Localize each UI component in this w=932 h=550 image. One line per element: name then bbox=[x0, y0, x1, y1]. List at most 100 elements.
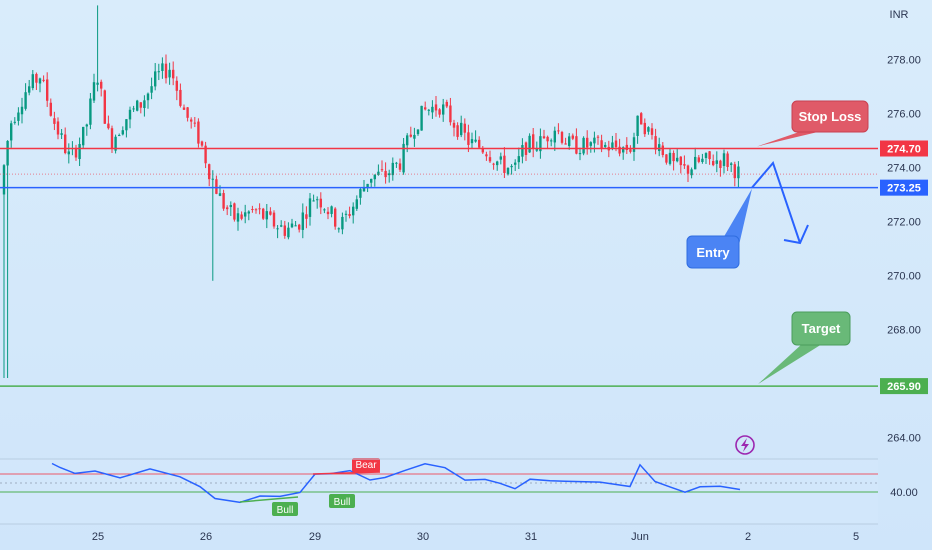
candle-body bbox=[654, 136, 657, 150]
x-tick-label: 26 bbox=[200, 531, 212, 543]
candle-body bbox=[661, 145, 664, 156]
candle-body bbox=[38, 78, 42, 84]
candle-body bbox=[236, 213, 240, 222]
y-tick-label: 272.00 bbox=[887, 216, 921, 228]
candle-body bbox=[596, 136, 600, 138]
candle-body bbox=[175, 80, 178, 91]
candle-body bbox=[46, 79, 49, 101]
candle-body bbox=[510, 165, 513, 168]
candle-body bbox=[733, 164, 736, 179]
candle-body bbox=[604, 144, 607, 147]
candle-body bbox=[96, 82, 99, 85]
candle-body bbox=[28, 86, 31, 93]
candle-body bbox=[85, 124, 88, 127]
entry-callout[interactable]: Entry bbox=[686, 188, 752, 269]
candle-body bbox=[42, 79, 45, 81]
bull-tag: Bull bbox=[272, 502, 298, 516]
candle-body bbox=[568, 136, 571, 147]
x-tick-label: 29 bbox=[309, 531, 321, 543]
candle-body bbox=[280, 225, 283, 227]
x-tick-label: 30 bbox=[417, 531, 429, 543]
candle-body bbox=[452, 122, 456, 128]
candle-body bbox=[665, 154, 668, 163]
svg-text:273.25: 273.25 bbox=[887, 183, 921, 195]
rsi-panel[interactable]: Bear Bull Bull bbox=[0, 458, 878, 524]
candle-body bbox=[326, 211, 330, 215]
candle-body bbox=[316, 199, 319, 201]
candle-body bbox=[391, 162, 394, 176]
candle-body bbox=[377, 171, 380, 175]
candle-body bbox=[686, 165, 690, 174]
candle-body bbox=[506, 167, 510, 175]
candle-body bbox=[200, 141, 204, 146]
candle-body bbox=[218, 193, 222, 196]
candle-body bbox=[244, 212, 247, 217]
candle-body bbox=[31, 74, 34, 89]
candle-body bbox=[125, 119, 128, 131]
price-axis[interactable]: 278.00276.00274.00272.00270.00268.00266.… bbox=[880, 54, 928, 499]
candle-body bbox=[82, 126, 85, 146]
candle-body bbox=[186, 107, 189, 118]
candle-body bbox=[622, 147, 625, 153]
candle-body bbox=[679, 156, 682, 166]
candle-body bbox=[229, 204, 232, 208]
candle-body bbox=[240, 214, 243, 219]
candle-body bbox=[10, 123, 13, 141]
candle-body bbox=[611, 142, 614, 149]
candle-body bbox=[542, 136, 546, 139]
candle-body bbox=[254, 209, 258, 211]
candle-body bbox=[197, 121, 200, 144]
candle-body bbox=[359, 189, 362, 198]
candle-body bbox=[517, 156, 520, 163]
candle-body bbox=[308, 198, 312, 217]
candle-body bbox=[114, 136, 117, 151]
projection-arrow[interactable] bbox=[751, 160, 801, 244]
candle-body bbox=[395, 162, 398, 164]
candle-body bbox=[571, 135, 574, 139]
x-tick-label: 2 bbox=[745, 531, 751, 543]
candle-body bbox=[701, 158, 704, 162]
bull-tag: Bull bbox=[329, 494, 355, 508]
candle-body bbox=[139, 102, 142, 108]
stop-loss-price-badge: 274.70 bbox=[880, 140, 928, 157]
stop-loss-callout-text: Stop Loss bbox=[799, 109, 862, 124]
candle-body bbox=[683, 164, 686, 166]
candle-body bbox=[103, 90, 106, 124]
candle-body bbox=[13, 121, 16, 123]
candle-body bbox=[546, 136, 549, 142]
target-callout[interactable]: Target bbox=[758, 311, 851, 385]
candle-body bbox=[352, 206, 355, 216]
candle-body bbox=[593, 137, 596, 144]
lightning-icon[interactable] bbox=[735, 435, 755, 455]
candle-body bbox=[348, 214, 351, 216]
candle-body bbox=[434, 104, 438, 111]
candle-body bbox=[168, 69, 171, 78]
candle-body bbox=[89, 98, 92, 125]
candle-body bbox=[427, 109, 430, 111]
rsi-axis-tick: 40.00 bbox=[890, 487, 918, 499]
candle-body bbox=[431, 106, 434, 113]
rsi-line[interactable] bbox=[51, 462, 741, 504]
candle-body bbox=[128, 109, 132, 120]
candle-body bbox=[485, 154, 488, 157]
candle-body bbox=[514, 162, 517, 165]
candle-body bbox=[182, 107, 186, 110]
stop-loss-callout[interactable]: Stop Loss bbox=[757, 100, 869, 147]
candle-body bbox=[193, 122, 196, 124]
candle-body bbox=[78, 144, 81, 160]
price-panel[interactable]: Stop Loss Entry Target bbox=[0, 5, 878, 455]
candle-body bbox=[499, 156, 502, 160]
candle-body bbox=[110, 128, 114, 149]
y-tick-label: 278.00 bbox=[887, 54, 921, 66]
candle-body bbox=[470, 139, 474, 144]
time-axis[interactable]: 25 26 29 30 31 Jun 2 5 bbox=[0, 523, 878, 543]
candle-body bbox=[690, 169, 693, 176]
candle-body bbox=[643, 122, 646, 135]
candle-body bbox=[424, 107, 427, 110]
candle-body bbox=[481, 148, 484, 153]
y-tick-label: 276.00 bbox=[887, 108, 921, 120]
candle-body bbox=[463, 123, 466, 133]
candle-body bbox=[398, 163, 402, 170]
candle-body bbox=[2, 165, 6, 195]
